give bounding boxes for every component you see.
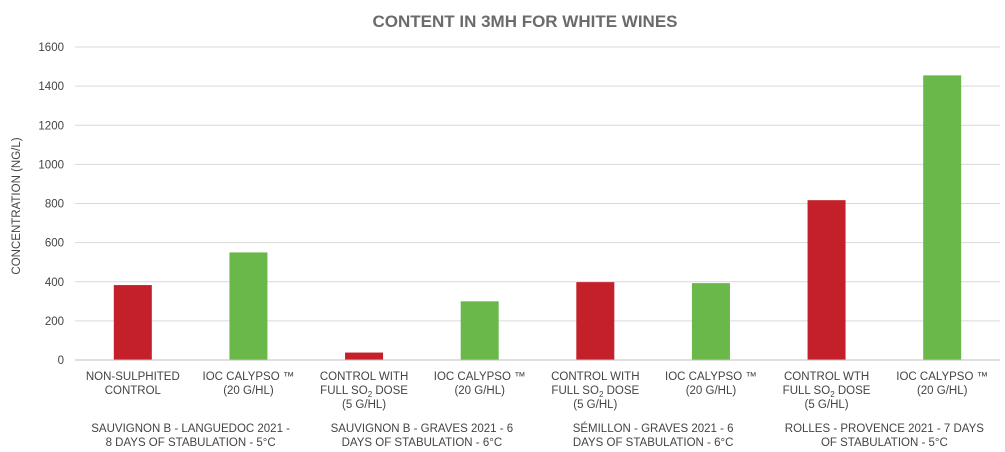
bar <box>113 285 152 360</box>
y-tick-label: 1400 <box>38 81 64 93</box>
category-label: IOC CALYPSO ™ <box>434 371 526 383</box>
group-label: SAUVIGNON B - GRAVES 2021 - 6 <box>331 423 514 435</box>
bar <box>229 252 268 360</box>
bar <box>576 282 615 360</box>
category-label: (5 G/HL) <box>805 399 849 411</box>
bar <box>345 352 384 360</box>
group-labels: SAUVIGNON B - LANGUEDOC 2021 - 8 DAYS OF … <box>91 422 984 449</box>
category-label: FULL SO2 DOSE <box>320 385 408 399</box>
category-label: (20 G/HL) <box>223 385 274 397</box>
chart-title: CONTENT IN 3MH FOR WHITE WINES <box>372 12 677 31</box>
category-label: (20 G/HL) <box>686 385 737 397</box>
category-label: NON-SULPHITED <box>86 371 180 383</box>
bar <box>460 301 499 360</box>
y-tick-label: 1600 <box>38 42 64 54</box>
y-tick-label: 800 <box>45 199 64 211</box>
y-axis-ticks: 0 200 400 600 800 1000 1200 1400 1600 <box>38 42 64 367</box>
category-label: IOC CALYPSO ™ <box>665 371 757 383</box>
bar <box>923 75 962 360</box>
category-label: (5 G/HL) <box>342 399 386 411</box>
group-label: DAYS OF STABULATION - 6°C <box>573 437 734 449</box>
category-label: FULL SO2 DOSE <box>551 385 639 399</box>
category-label: (5 G/HL) <box>573 399 617 411</box>
group-label: ROLLES - PROVENCE 2021 - 7 DAYS <box>785 423 985 435</box>
y-tick-label: 200 <box>45 316 64 328</box>
category-label: CONTROL WTH <box>784 371 869 383</box>
group-label: OF STABULATION - 5°C <box>821 437 948 449</box>
y-tick-label: 1000 <box>38 159 64 171</box>
group-label: 8 DAYS OF STABULATION - 5°C <box>106 437 276 449</box>
gridlines <box>75 46 1000 322</box>
group-label: SAUVIGNON B - LANGUEDOC 2021 - <box>91 423 290 435</box>
category-label: CONTROL WITH <box>551 371 639 383</box>
y-tick-label: 600 <box>45 238 64 250</box>
category-labels: NON-SULPHITED CONTROL IOC CALYPSO ™ (20 G/H… <box>86 371 988 411</box>
bars <box>113 75 962 360</box>
y-axis-label: CONCENTRATION (NG/L) <box>11 137 23 274</box>
category-label: CONTROL WITH <box>320 371 408 383</box>
y-tick-label: 400 <box>45 277 64 289</box>
category-label: (20 G/HL) <box>917 385 968 397</box>
category-label: (20 G/HL) <box>454 385 505 397</box>
bar <box>691 283 730 360</box>
group-label: DAYS OF STABULATION - 6°C <box>342 437 503 449</box>
bar <box>807 200 846 360</box>
y-tick-label: 0 <box>58 355 64 367</box>
category-label: IOC CALYPSO ™ <box>896 371 988 383</box>
category-label: IOC CALYPSO ™ <box>203 371 295 383</box>
category-label: CONTROL <box>105 385 162 397</box>
category-label: FULL SO2 DOSE <box>783 385 871 399</box>
group-label: SÉMILLON - GRAVES 2021 - 6 <box>573 422 734 435</box>
y-tick-label: 1200 <box>38 120 64 132</box>
